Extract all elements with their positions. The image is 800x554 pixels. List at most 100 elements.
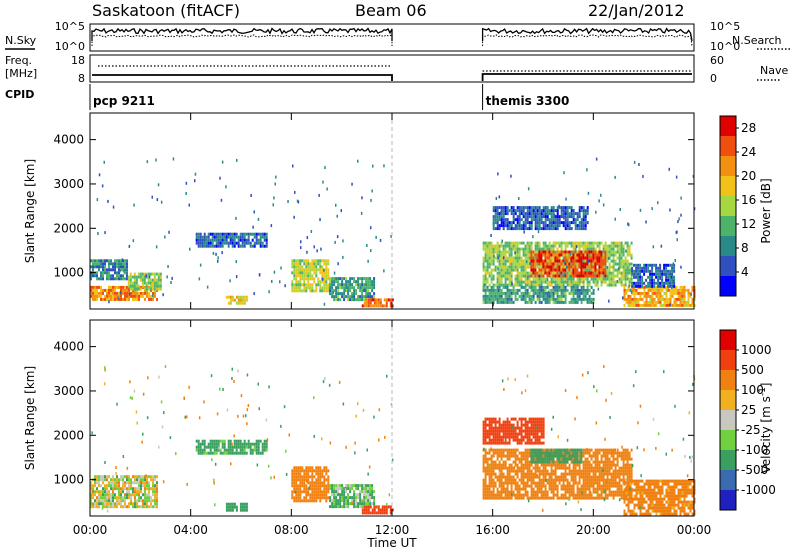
echo-cell [668,167,670,171]
echo-cell [305,475,308,479]
echo-cell [667,272,670,276]
echo-cell [510,247,513,251]
echo-cell [626,277,629,281]
echo-cell [550,212,553,216]
echo-cell [550,244,553,248]
echo-cell [504,448,507,452]
echo-cell [207,442,210,446]
echo-cell [538,212,541,216]
echo-cell [201,238,204,242]
echo-cell [687,300,690,304]
echo-cell [319,262,322,266]
echo-cell [681,285,684,289]
echo-cell [215,252,217,256]
echo-cell [540,463,543,467]
echo-cell [483,283,485,287]
echo-cell [128,487,130,491]
echo-cell [592,460,595,464]
echo-cell [122,484,124,488]
echo-cell [371,490,374,494]
echo-cell [295,280,298,284]
echo-cell [506,478,509,482]
echo-cell [120,496,122,500]
echo-cell [504,490,507,494]
echo-cell [488,448,491,452]
echo-cell [307,262,310,266]
echo-cell [598,268,601,272]
echo-cell [647,281,650,285]
echo-cell [94,499,96,503]
echo-cell [144,297,146,301]
echo-cell [570,221,573,225]
echo-cell [502,291,505,295]
echo-cell [647,300,650,304]
echo-cell [486,244,489,248]
echo-cell [375,298,378,302]
echo-cell [528,209,531,213]
echo-cell [496,212,499,216]
echo-cell [637,272,640,276]
echo-cell [119,291,122,295]
echo-cell [669,208,671,212]
echo-cell [568,215,571,219]
echo-cell [329,283,332,287]
echo-cell [592,291,595,295]
echo-cell [548,297,551,301]
echo-cell [540,481,543,485]
echo-cell [612,253,615,257]
echo-cell [500,496,503,500]
echo-cell [347,283,350,287]
echo-cell [518,288,521,292]
echo-cell [357,487,360,491]
echo-cell [490,256,493,260]
echo-cell [373,508,376,512]
echo-cell [325,472,328,476]
echo-cell [309,274,312,278]
echo-cell [377,508,380,512]
colorbar-swatch [720,136,736,157]
echo-cell [102,493,104,497]
colorbar-frame [719,115,737,297]
echo-cell [122,288,124,292]
echo-cell [243,502,246,506]
echo-cell [506,283,509,287]
echo-cell [116,478,118,482]
echo-cell [309,475,312,479]
echo-cell [98,499,100,503]
echo-cell [590,448,593,452]
echo-cell [572,218,575,222]
echo-cell [508,227,511,231]
echo-cell [582,496,585,500]
echo-cell [574,493,577,497]
echo-cell [582,253,585,257]
echo-cell [146,502,148,506]
echo-cell [305,469,308,473]
echo-cell [578,283,581,287]
echo-cell [104,502,106,506]
echo-cell [550,250,553,254]
echo-cell [110,478,112,482]
echo-cell [653,272,656,276]
echo-cell [92,493,94,497]
echo-cell [600,280,603,284]
echo-cell [596,448,599,452]
echo-cell [494,294,497,298]
echo-cell [520,469,523,473]
echo-cell [351,499,354,503]
echo-cell [140,475,142,479]
echo-cell [155,284,158,288]
echo-cell [558,204,560,208]
echo-cell [112,291,114,295]
echo-cell [582,227,585,231]
echo-cell [154,291,156,295]
echo-cell [500,253,503,257]
echo-cell [526,469,529,473]
echo-cell [643,272,646,276]
echo-cell [508,478,511,482]
echo-cell [250,194,252,197]
echo-cell [683,303,686,307]
echo-cell [293,490,296,494]
echo-cell [219,448,222,452]
echo-cell [618,265,621,269]
echo-cell [327,469,330,473]
